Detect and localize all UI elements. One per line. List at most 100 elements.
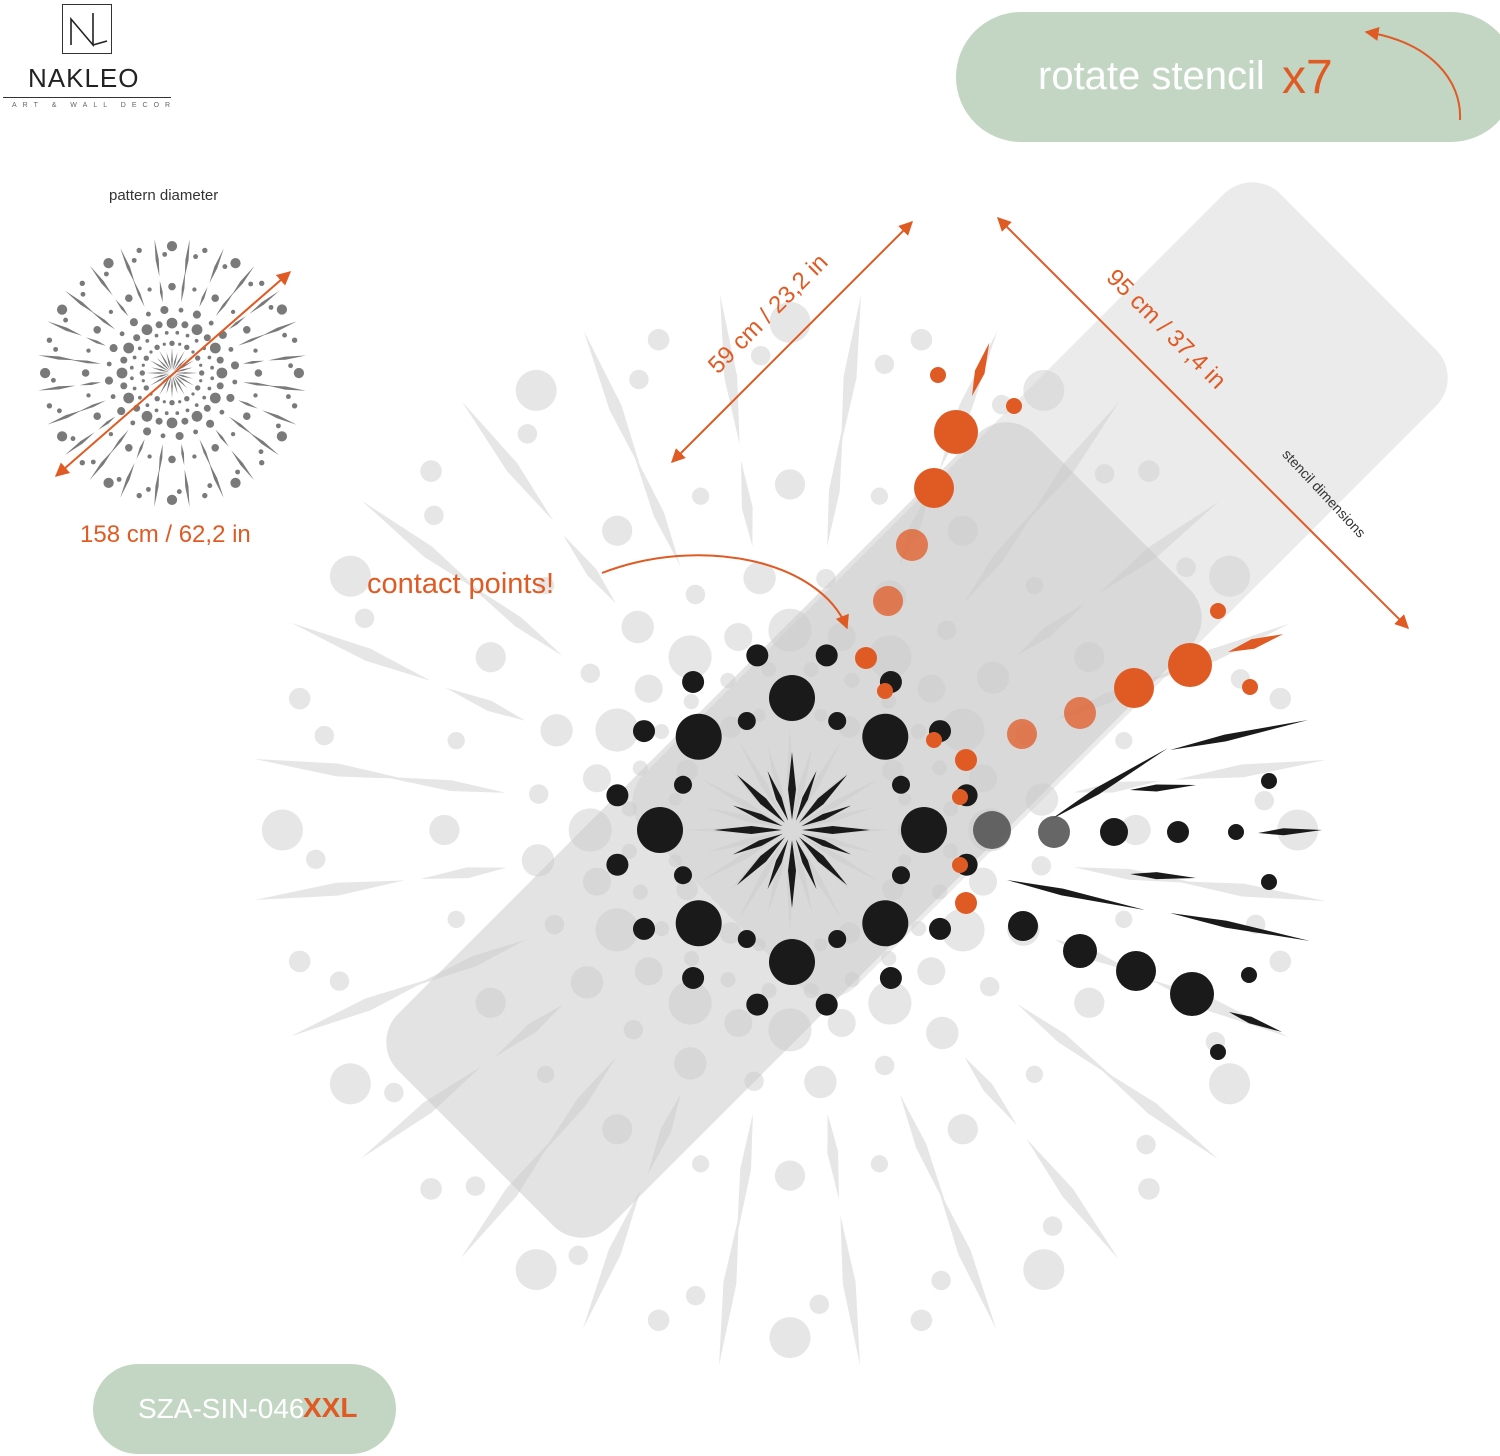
thumb-dot [160,433,166,439]
thumb-dot [230,361,240,370]
thumb-dot [259,460,265,466]
thumb-dot [199,379,203,383]
ghost-outer-spike [420,867,507,879]
thumb-dot [162,251,168,257]
ghost-outer-spike [964,1056,1018,1126]
ghost-outer-spike [827,1113,839,1200]
ghost-dot [1254,790,1275,811]
contact-point [1210,603,1226,619]
ghost-dot [743,561,776,595]
ghost-dot [947,1114,978,1145]
ghost-dot [580,663,601,684]
ghost-dot [774,1160,806,1191]
thumb-inner-spike [171,375,173,399]
thumb-dot [206,419,215,428]
ghost-outer-spike [899,1094,948,1209]
motif-spike [1050,748,1168,820]
thumb-dot [141,324,153,336]
thumb-dot [211,294,219,302]
ghost-dot [475,642,506,673]
motif-dot [929,917,951,940]
thumb-dot [199,363,203,367]
thumb-dot [202,247,208,254]
motif-dot [815,644,838,667]
ghost-dot [540,714,573,747]
thumb-dot [147,454,152,459]
thumb-outer-spike [158,443,163,475]
ghost-outer-spike [741,460,753,547]
thumb-dot [230,309,236,315]
ghost-dot [769,1317,811,1359]
contact-point [877,683,893,699]
thumb-dot [209,342,221,354]
contact-point [1007,719,1037,749]
ghost-dot [724,622,753,652]
motif-dot [1008,911,1038,941]
stencil-width-arrow [671,221,913,463]
thumb-dot [139,370,145,376]
thumb-dot [108,431,114,437]
thumb-dot [109,344,118,353]
ghost-dot [465,1176,486,1196]
ghost-dot [910,328,933,351]
thumb-dot [116,476,122,482]
thumb-outer-spike [38,355,76,361]
thumb-dot [141,379,145,383]
thumb-dot [208,320,214,326]
ghost-dot [634,674,663,703]
thumb-inner-spike [146,372,170,374]
motif-spike [1007,880,1145,910]
thumb-dot [268,304,274,310]
thumb-dot [138,395,142,400]
motif-spike [1258,828,1322,836]
ghost-outer-spike [1098,1067,1219,1160]
thumb-dot [210,365,214,370]
thumb-dot [56,431,68,442]
ghost-dot [447,910,465,929]
motif-dot [1170,972,1214,1016]
thumb-dot [175,411,180,415]
rotate-badge [956,12,1500,142]
thumb-dot [63,317,69,323]
motif-spike [732,833,783,855]
thumb-dot [103,477,114,489]
contact-spike [972,342,990,396]
thumb-dot [143,355,149,361]
thumb-dot [230,431,236,437]
thumb-outer-spike [89,450,113,480]
thumb-dot [141,363,145,367]
motif-spike [714,826,782,834]
thumb-dot [90,459,96,465]
ghost-outer-spike [1175,760,1326,780]
ghost-dot [629,369,649,390]
thumb-dot [291,403,298,409]
ghost-dot [1115,910,1133,929]
ghost-dot [874,354,895,375]
thumb-dot [86,348,91,353]
motif-spike [736,774,785,823]
thumb-dot [191,350,195,354]
motif-spike [788,840,796,908]
pattern-thumbnail [38,239,306,507]
thumb-dot [133,334,141,342]
ghost-dot [288,950,311,973]
ghost-outer-spike [840,1215,860,1366]
thumb-dot [120,356,128,364]
ghost-dot [536,576,555,595]
thumb-outer-spike [47,321,83,336]
ghost-dot [1031,856,1052,876]
thumb-dot [123,342,135,354]
ghost-outer-spike [841,294,861,445]
thumb-dot [147,287,152,292]
thumb-dot [168,282,176,291]
ghost-outer-spike [291,622,431,681]
motif-dot [633,720,655,743]
ghost-dot [1023,1249,1065,1291]
ghost-dot [931,1270,951,1291]
thumb-dot [194,403,199,407]
ghost-dot [1025,1065,1044,1084]
thumb-outer-spike [238,400,259,409]
contact-point [930,367,946,383]
thumb-dot [191,392,195,396]
thumb-dot [106,361,112,367]
